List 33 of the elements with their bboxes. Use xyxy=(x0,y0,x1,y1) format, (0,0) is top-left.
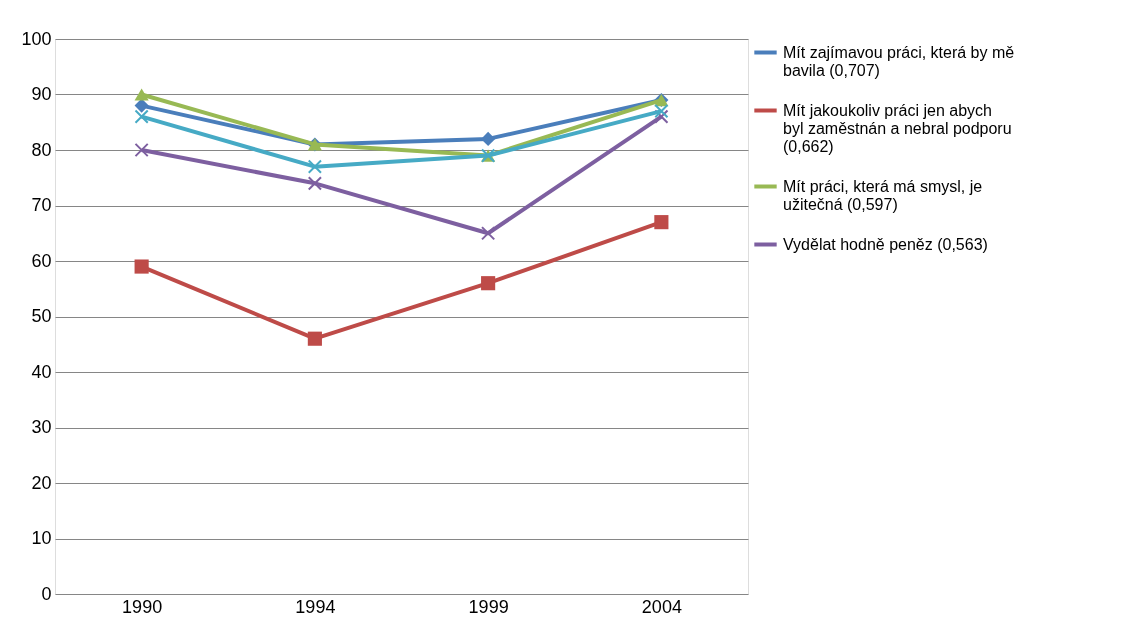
point xyxy=(134,142,149,158)
point xyxy=(307,331,322,346)
y-tick-label: 0 xyxy=(41,583,52,604)
legend-label: Mít práci, která má smysl, je užitečná (0,597) xyxy=(783,177,983,213)
point xyxy=(134,98,149,113)
x-tick-label: 2004 xyxy=(641,596,682,617)
y-tick-label: 70 xyxy=(31,195,52,215)
point xyxy=(654,109,669,124)
point xyxy=(307,159,322,174)
point xyxy=(134,259,149,274)
point xyxy=(134,109,149,124)
point xyxy=(481,131,496,146)
y-tick-label: 90 xyxy=(31,84,52,104)
legend-label: Mít zajímavou práci, která by mě bavila (0,707) xyxy=(783,43,1015,79)
x-tick-label: 1990 xyxy=(122,596,163,617)
x-tick-label: 1999 xyxy=(468,596,509,617)
x-tick-label: 1994 xyxy=(295,596,336,617)
point xyxy=(481,226,496,241)
y-tick-label: 10 xyxy=(31,528,52,548)
y-tick-label: 100 xyxy=(21,28,52,49)
legend-label: Vydělat hodně peněz (0,563) xyxy=(783,235,988,253)
point xyxy=(481,276,496,291)
point xyxy=(307,176,322,191)
point xyxy=(654,104,669,119)
y-tick-label: 80 xyxy=(31,139,52,160)
legend-label: Mít jakoukoliv práci jen abych byl zaměstnán a nebral podporu (0,662) xyxy=(783,101,1012,155)
y-tick-label: 20 xyxy=(31,472,52,493)
y-tick-label: 40 xyxy=(31,361,52,382)
y-tick-label: 60 xyxy=(31,250,52,271)
y-tick-label: 50 xyxy=(31,306,52,326)
point xyxy=(134,88,149,101)
point xyxy=(654,215,669,230)
y-tick-label: 30 xyxy=(31,417,52,437)
